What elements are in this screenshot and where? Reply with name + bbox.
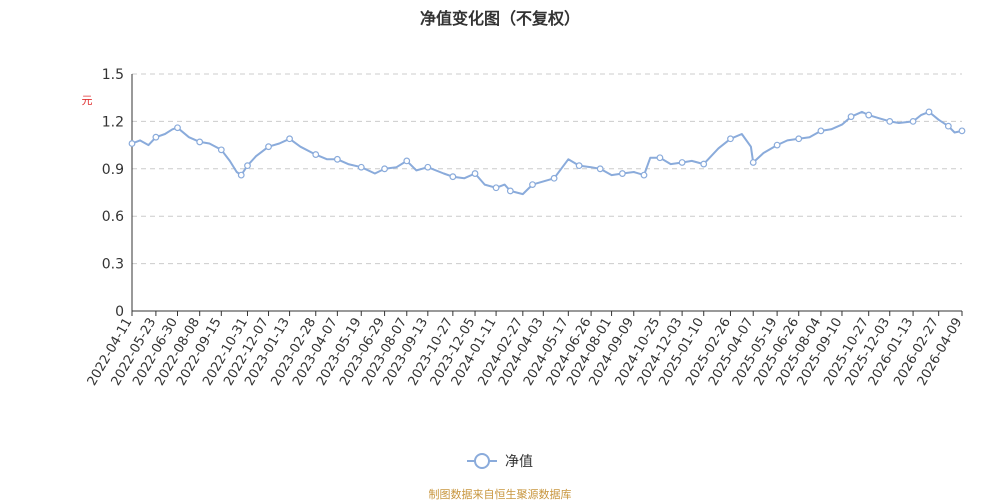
nav-data-point bbox=[152, 133, 160, 141]
nav-data-point bbox=[492, 184, 500, 192]
nav-data-point bbox=[727, 135, 734, 143]
nav-data-point bbox=[403, 157, 411, 165]
x-tick-labels: 2022-04-112022-05-232022-06-302022-08-08… bbox=[85, 315, 966, 388]
nav-data-point bbox=[773, 141, 781, 149]
nav-data-point bbox=[471, 170, 479, 177]
nav-data-point bbox=[795, 135, 803, 143]
nav-data-point bbox=[237, 171, 245, 179]
nav-data-point bbox=[265, 143, 272, 151]
nav-data-point bbox=[678, 159, 686, 166]
nav-data-point bbox=[944, 122, 952, 130]
data-source-note: 制图数据来自恒生聚源数据库 bbox=[428, 488, 572, 501]
nav-data-point bbox=[618, 170, 626, 177]
nav-data-point bbox=[958, 127, 966, 135]
series-group bbox=[128, 108, 966, 196]
axes bbox=[131, 74, 963, 316]
y-tick-label: 0.9 bbox=[102, 162, 124, 178]
nav-data-point bbox=[596, 165, 604, 173]
nav-data-point bbox=[925, 108, 933, 116]
nav-data-point bbox=[286, 135, 293, 143]
nav-data-point bbox=[506, 187, 514, 195]
y-tick-label: 1.2 bbox=[102, 114, 124, 130]
nav-data-point bbox=[550, 174, 558, 182]
nav-data-point bbox=[640, 171, 648, 179]
legend-label: 净值 bbox=[505, 454, 533, 470]
legend-line-circle-icon bbox=[467, 453, 497, 469]
nav-series-line bbox=[131, 110, 963, 196]
nav-data-point bbox=[217, 146, 225, 154]
nav-data-point bbox=[357, 163, 365, 171]
nav-data-point bbox=[449, 173, 457, 181]
nav-data-point bbox=[196, 138, 204, 146]
nav-data-point bbox=[909, 117, 917, 125]
nav-data-point bbox=[381, 165, 388, 173]
y-tick-label: 0 bbox=[115, 304, 124, 320]
y-tick-label: 1.5 bbox=[102, 67, 124, 83]
grid-lines bbox=[132, 73, 962, 265]
nav-data-point bbox=[656, 154, 664, 162]
nav-data-point bbox=[312, 151, 320, 158]
nav-data-point bbox=[128, 140, 136, 147]
nav-data-point bbox=[886, 117, 894, 125]
nav-data-point bbox=[529, 181, 536, 189]
chart-title: 净值变化图（不复权） bbox=[419, 9, 580, 28]
nav-data-point bbox=[749, 159, 757, 166]
y-tick-label: 0.6 bbox=[102, 209, 124, 225]
nav-data-point bbox=[174, 124, 181, 132]
y-axis-unit-label: 元 bbox=[81, 94, 93, 107]
y-tick-label: 0.3 bbox=[102, 257, 124, 273]
nav-data-point bbox=[700, 160, 708, 168]
nav-data-point bbox=[817, 127, 825, 135]
nav-data-point bbox=[333, 155, 341, 163]
nav-data-point bbox=[244, 162, 251, 170]
y-tick-labels: 0 0.3 0.6 0.9 1.2 1.5 bbox=[102, 67, 124, 320]
legend[interactable]: 净值 bbox=[467, 450, 533, 472]
nav-data-point bbox=[575, 162, 583, 170]
nav-data-point bbox=[847, 113, 855, 121]
nav-data-point bbox=[424, 163, 432, 171]
nav-data-point bbox=[865, 111, 873, 119]
